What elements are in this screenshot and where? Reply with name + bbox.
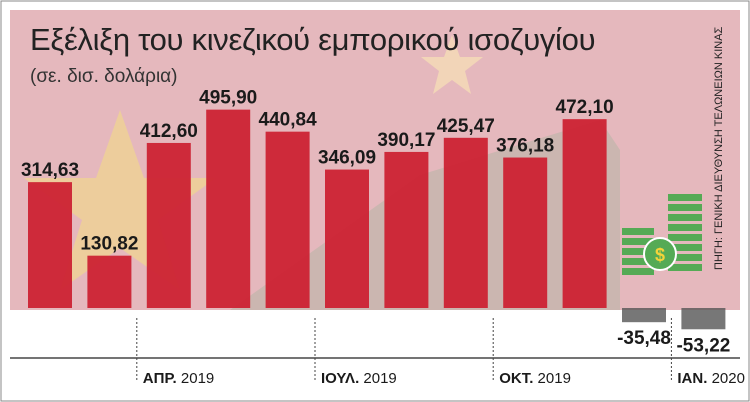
bar-8 [443,137,488,308]
bar-value-label-6: 346,09 [318,148,376,169]
bar-value-label-4: 495,90 [199,88,257,109]
bar-value-label-5: 440,84 [259,110,318,131]
x-tick-label-3: ΑΠΡ. 2019 [143,370,214,387]
bar-2 [87,255,132,308]
bar-7 [384,151,429,308]
x-tick-label-12: ΙΑΝ. 2020 [677,370,745,387]
x-tick-label-9: ΟΚΤ. 2019 [499,370,571,387]
bar-5 [265,131,310,308]
bar-value-label-10: 472,10 [556,97,614,118]
bar-12 [681,308,726,330]
chart-title: Εξέλιξη του κινεζικού εμπορικού ισοζυγίο… [30,22,596,57]
source-note: ΠΗΓΗ: ΓΕΝΙΚΗ ΔΙΕΥΘΥΝΣΗ ΤΕΛΩΝΕΙΩΝ ΚΙΝΑΣ [713,26,725,270]
bars-group: 314,63 130,82 412,60495,90440,84346,09390,… [21,88,730,357]
bar-value-label-12: -53,22 [676,335,730,356]
bar-value-label-9: 376,18 [496,136,554,157]
bar-value-label-3: 412,60 [140,121,198,142]
x-tick-label-6: ΙΟΥΛ. 2019 [321,370,397,387]
bar-9 [503,157,548,308]
bar-6 [325,169,369,308]
flag-small-star-icon [421,35,483,94]
bar-4 [206,109,251,308]
bar-11 [622,308,666,323]
chart-subtitle: (σε. δισ. δολάρια) [30,66,178,87]
bar-value-label-11: -35,48 [617,328,671,349]
dollar-coin-stack-icon: $ [622,194,702,275]
bar-3 [146,142,191,308]
bar-value-label-8: 425,47 [437,116,495,137]
bar-value-label-7: 390,17 [377,130,435,151]
bar-1 [28,182,72,308]
flag-big-star-icon [24,110,216,290]
bar-10 [562,119,607,308]
bar-value-label-2: 130,82 [80,234,138,255]
bar-value-label-1: 314,63 [21,160,79,181]
svg-text:$: $ [655,245,665,265]
